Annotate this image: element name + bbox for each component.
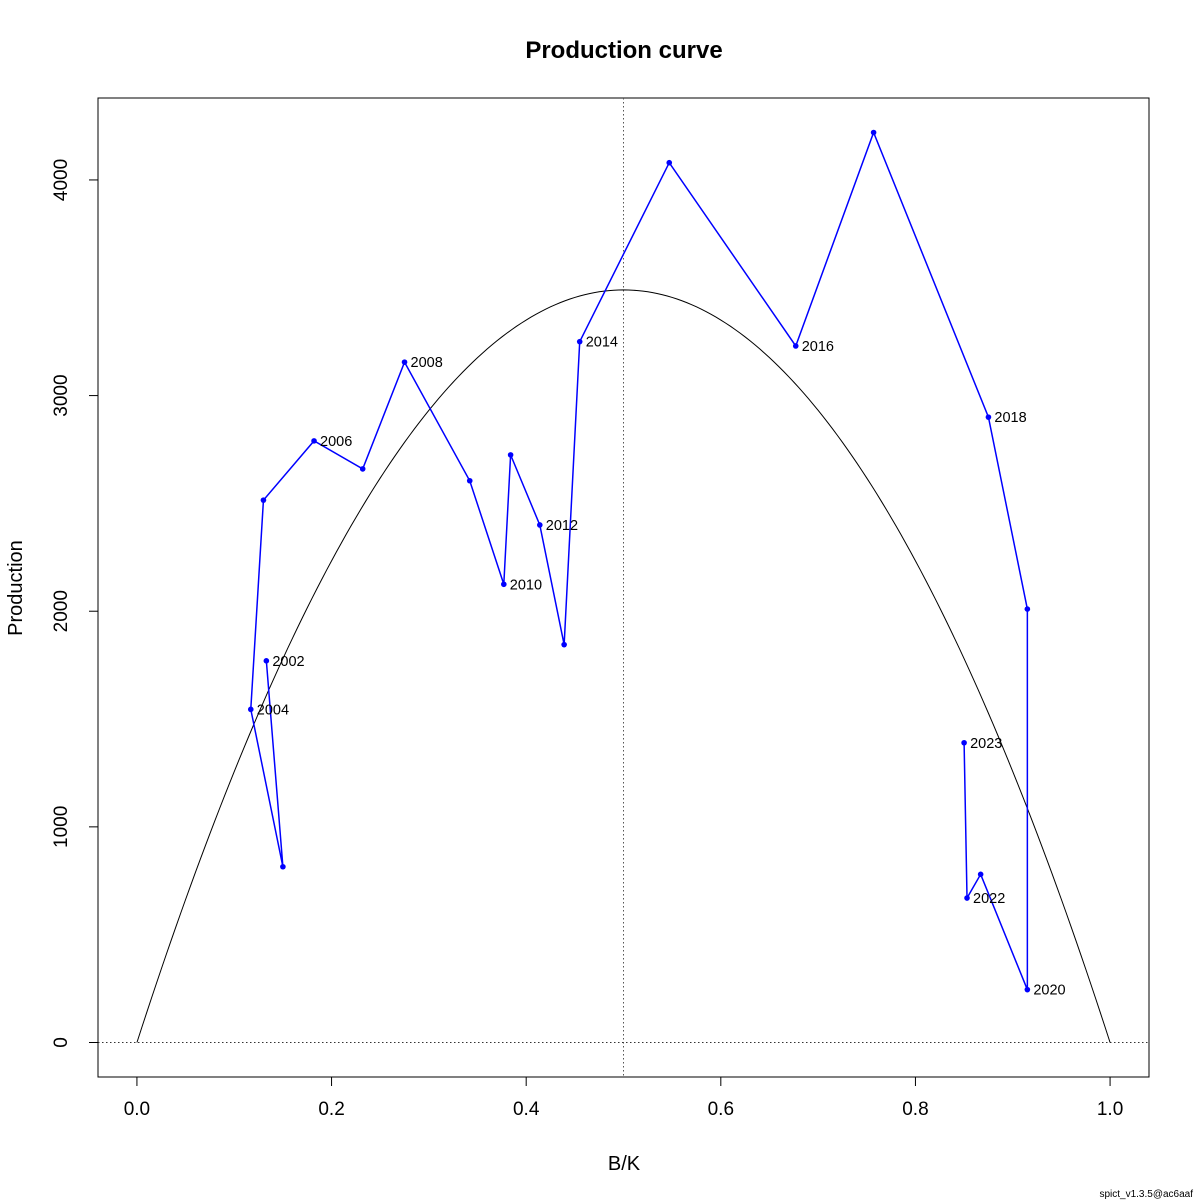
data-point [507, 452, 514, 458]
y-axis-label: Production [5, 540, 27, 636]
x-tick-label: 0.0 [124, 1099, 150, 1120]
data-point [263, 658, 270, 664]
year-label: 2004 [257, 702, 289, 718]
credit-text: spict_v1.3.5@ac6aaf [1099, 1189, 1193, 1200]
data-point [792, 343, 799, 349]
data-point [359, 466, 366, 472]
data-point [501, 581, 507, 588]
y-tick-label: 2000 [51, 590, 72, 632]
y-tick-label: 1000 [51, 806, 72, 848]
chart-title: Production curve [525, 37, 722, 64]
data-point [576, 338, 583, 345]
year-label: 2018 [994, 410, 1026, 426]
series-line [250, 130, 1029, 990]
year-label: 2002 [272, 654, 304, 670]
data-point [247, 706, 254, 713]
year-label: 2010 [510, 577, 542, 593]
y-tick-label: 3000 [51, 374, 72, 416]
year-label: 2022 [973, 891, 1005, 907]
series-layer: 2002 2004 2006 2008 2010 2012 2014 2016 2018 2020… [247, 129, 1066, 999]
data-point [280, 863, 286, 870]
year-label: 2012 [546, 518, 578, 534]
x-tick-label: 0.6 [708, 1099, 734, 1120]
data-point [964, 895, 970, 901]
year-label: 2008 [411, 355, 443, 371]
x-tick-label: 0.4 [513, 1099, 540, 1120]
data-point [985, 414, 992, 420]
data-point [870, 129, 877, 136]
data-point [961, 739, 967, 746]
data-point [401, 359, 408, 365]
data-point [1024, 986, 1031, 993]
x-axis: 0.0 0.2 0.4 0.6 0.8 1.0 [124, 1076, 1123, 1120]
data-point [977, 871, 984, 878]
y-tick-label: 4000 [51, 159, 72, 201]
x-axis-label: B/K [608, 1153, 641, 1175]
y-axis: 0 1000 2000 3000 4000 [51, 159, 99, 1048]
fitted-production-curve [136, 289, 1111, 1043]
x-tick-label: 1.0 [1097, 1099, 1123, 1120]
x-tick-label: 0.2 [318, 1099, 344, 1120]
fitted-curve-layer [136, 289, 1111, 1043]
reference-lines [98, 98, 1149, 1077]
data-point [666, 159, 673, 166]
year-label: 2016 [802, 339, 834, 355]
year-label: 2023 [970, 736, 1002, 752]
year-label: 2006 [320, 434, 352, 450]
data-point [311, 438, 317, 444]
x-tick-label: 0.8 [902, 1099, 928, 1120]
year-label: 2020 [1033, 983, 1065, 999]
year-label: 2014 [586, 335, 618, 351]
data-point [466, 477, 473, 484]
data-point [1024, 606, 1031, 612]
data-point [537, 522, 543, 528]
data-point [260, 497, 267, 503]
data-point [561, 641, 567, 648]
y-tick-label: 0 [51, 1037, 72, 1048]
